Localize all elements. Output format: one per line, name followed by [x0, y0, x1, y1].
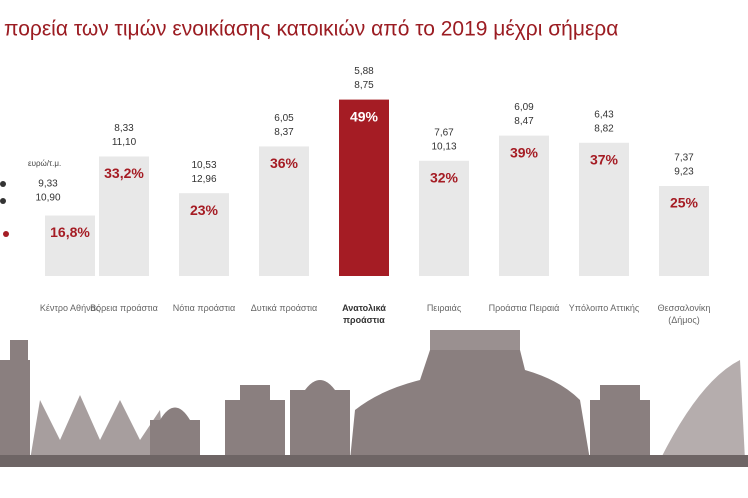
price-2019-label: 9,33 — [38, 179, 58, 190]
price-now-label: 8,47 — [514, 116, 534, 127]
unit-label: ευρώ/τ.μ. — [28, 159, 61, 168]
change-label: 25% — [670, 195, 699, 211]
category-label: Νότια προάστια — [172, 303, 236, 313]
change-label: 49% — [350, 108, 379, 124]
change-label: 33,2% — [104, 165, 144, 181]
category-label: Ανατολικά προάστια — [342, 303, 386, 325]
bar — [579, 142, 629, 276]
change-label: 37% — [590, 152, 619, 168]
price-now-label: 8,37 — [274, 127, 294, 138]
price-2019-label: 6,05 — [274, 113, 294, 124]
category-label: Κέντρο Αθήνας — [39, 303, 101, 313]
category-label: Θεσσαλονίκη (Δήμος) — [657, 303, 711, 325]
skyline — [0, 330, 748, 467]
bar — [179, 193, 229, 276]
price-now-label: 12,96 — [191, 174, 216, 185]
change-label: 32% — [430, 170, 459, 186]
category-label: Πειραιάς — [426, 303, 462, 313]
legend-dot — [0, 198, 6, 204]
price-2019-label: 7,37 — [674, 153, 694, 164]
price-now-label: 10,90 — [35, 193, 60, 204]
change-label: 39% — [510, 144, 539, 160]
bar — [99, 156, 149, 276]
legend-dot — [3, 231, 9, 237]
category-label: Δυτικά προάστια — [250, 303, 318, 313]
bar — [259, 146, 309, 276]
price-2019-label: 6,43 — [594, 109, 614, 120]
price-now-label: 8,82 — [594, 123, 614, 134]
bar — [45, 215, 95, 276]
price-2019-label: 8,33 — [114, 123, 134, 134]
change-label: 16,8% — [50, 224, 90, 240]
change-label: 36% — [270, 155, 299, 171]
price-2019-label: 6,09 — [514, 102, 534, 113]
category-label: Προάστια Πειραιά — [488, 303, 560, 313]
price-now-label: 8,75 — [354, 80, 374, 91]
price-2019-label: 10,53 — [191, 160, 216, 171]
bar — [419, 160, 469, 276]
price-now-label: 10,13 — [431, 141, 456, 152]
category-label: Βόρεια προάστια — [90, 303, 158, 313]
price-2019-label: 7,67 — [434, 127, 454, 138]
price-2019-label: 5,88 — [354, 66, 374, 77]
bar — [659, 186, 709, 276]
legend-dot — [0, 181, 6, 187]
bar — [499, 135, 549, 276]
bar — [339, 99, 389, 276]
chart-title: πορεία των τιμών ενοικίασης κατοικιών απ… — [4, 18, 618, 41]
category-label: Υπόλοιπο Αττικής — [568, 303, 640, 313]
price-now-label: 9,23 — [674, 167, 694, 178]
change-label: 23% — [190, 202, 219, 218]
price-now-label: 11,10 — [112, 137, 137, 148]
